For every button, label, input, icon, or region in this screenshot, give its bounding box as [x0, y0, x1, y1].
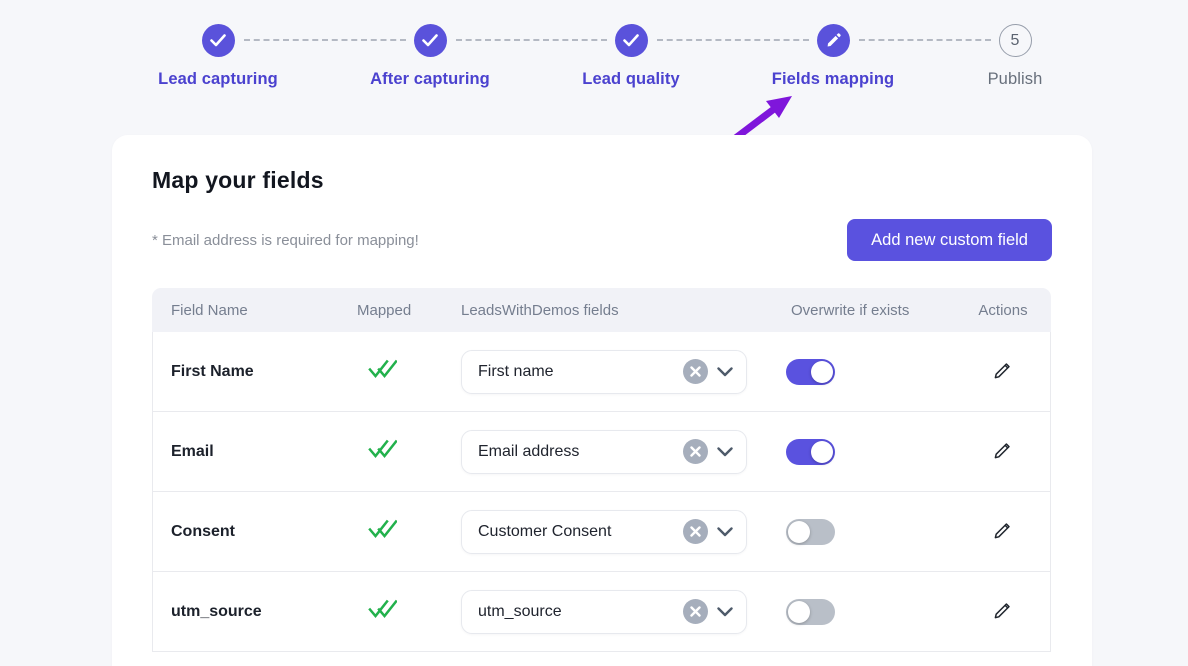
toggle-knob — [811, 360, 833, 383]
mapped-cell — [357, 517, 461, 547]
table-row: Consent Customer Consent — [153, 492, 1050, 572]
lwd-field-select[interactable]: First name — [461, 349, 747, 394]
double-check-icon — [368, 359, 398, 378]
check-circle-icon — [413, 24, 447, 57]
lwd-field-select[interactable]: utm_source — [461, 589, 747, 634]
field-name-label: First Name — [171, 362, 254, 380]
chevron-down-icon[interactable] — [717, 366, 733, 377]
select-value: Email address — [478, 442, 580, 460]
pencil-icon — [994, 522, 1010, 538]
clear-selection-icon[interactable] — [683, 439, 708, 464]
toggle-knob — [811, 440, 833, 463]
pencil-icon — [827, 33, 841, 47]
step-after-capturing[interactable]: After capturing — [340, 24, 520, 89]
mapped-cell — [357, 357, 461, 387]
col-header-mapped: Mapped — [357, 301, 412, 319]
step-number: 5 — [1010, 31, 1020, 49]
toggle-knob — [788, 600, 810, 623]
overwrite-toggle[interactable] — [786, 598, 835, 625]
table-row: Email Email address — [153, 412, 1050, 492]
step-label: Fields mapping — [771, 70, 895, 88]
lwd-field-select[interactable]: Customer Consent — [461, 509, 747, 554]
table-row: utm_source utm_source — [153, 572, 1050, 652]
step-lead-capturing[interactable]: Lead capturing — [128, 24, 308, 89]
col-header-actions: Actions — [978, 301, 1028, 319]
pencil-icon — [994, 442, 1010, 458]
col-header-overwrite: Overwrite if exists — [791, 301, 910, 319]
double-check-icon — [368, 439, 398, 458]
edit-field-button[interactable] — [990, 598, 1015, 626]
chevron-down-icon[interactable] — [717, 606, 733, 617]
required-note: * Email address is required for mapping! — [152, 231, 419, 249]
overwrite-toggle[interactable] — [786, 518, 835, 545]
overwrite-toggle[interactable] — [786, 358, 835, 385]
double-check-icon — [368, 599, 398, 618]
fields-mapping-table: Field Name Mapped LeadsWithDemos fields … — [152, 288, 1051, 652]
field-name-label: Consent — [171, 522, 235, 540]
table-row: First Name First name — [153, 332, 1050, 412]
step-label: Lead quality — [582, 70, 680, 88]
check-circle-icon — [201, 24, 235, 57]
toggle-knob — [788, 520, 810, 543]
step-connector — [456, 39, 607, 41]
table-header: Field Name Mapped LeadsWithDemos fields … — [152, 288, 1051, 332]
pencil-icon — [994, 602, 1010, 618]
check-icon — [422, 34, 438, 47]
step-label: Lead capturing — [158, 70, 278, 88]
step-lead-quality[interactable]: Lead quality — [541, 24, 721, 89]
step-label: After capturing — [370, 70, 490, 88]
pencil-circle-icon — [816, 24, 850, 57]
select-value: First name — [478, 362, 554, 380]
step-number-circle: 5 — [998, 24, 1032, 57]
edit-field-button[interactable] — [990, 438, 1015, 466]
field-name-label: Email — [171, 442, 214, 460]
step-connector — [244, 39, 406, 41]
check-icon — [210, 34, 226, 47]
select-value: utm_source — [478, 602, 562, 620]
mapped-cell — [357, 597, 461, 627]
select-value: Customer Consent — [478, 522, 612, 540]
col-header-lwd-fields: LeadsWithDemos fields — [461, 301, 619, 319]
step-label: Publish — [987, 70, 1043, 88]
step-connector — [657, 39, 809, 41]
chevron-down-icon[interactable] — [717, 446, 733, 457]
double-check-icon — [368, 519, 398, 538]
pencil-icon — [994, 362, 1010, 378]
field-name-label: utm_source — [171, 602, 262, 620]
clear-selection-icon[interactable] — [683, 359, 708, 384]
overwrite-toggle[interactable] — [786, 438, 835, 465]
step-publish[interactable]: 5 Publish — [925, 24, 1105, 89]
check-circle-icon — [614, 24, 648, 57]
edit-field-button[interactable] — [990, 358, 1015, 386]
chevron-down-icon[interactable] — [717, 526, 733, 537]
mapped-cell — [357, 437, 461, 467]
check-icon — [623, 34, 639, 47]
step-fields-mapping[interactable]: Fields mapping — [743, 24, 923, 89]
clear-selection-icon[interactable] — [683, 519, 708, 544]
col-header-field-name: Field Name — [171, 301, 248, 319]
lwd-field-select[interactable]: Email address — [461, 429, 747, 474]
edit-field-button[interactable] — [990, 518, 1015, 546]
clear-selection-icon[interactable] — [683, 599, 708, 624]
map-fields-card: Map your fields * Email address is requi… — [112, 135, 1092, 666]
add-new-custom-field-button[interactable]: Add new custom field — [847, 219, 1052, 261]
step-connector — [859, 39, 991, 41]
page-title: Map your fields — [152, 167, 324, 193]
